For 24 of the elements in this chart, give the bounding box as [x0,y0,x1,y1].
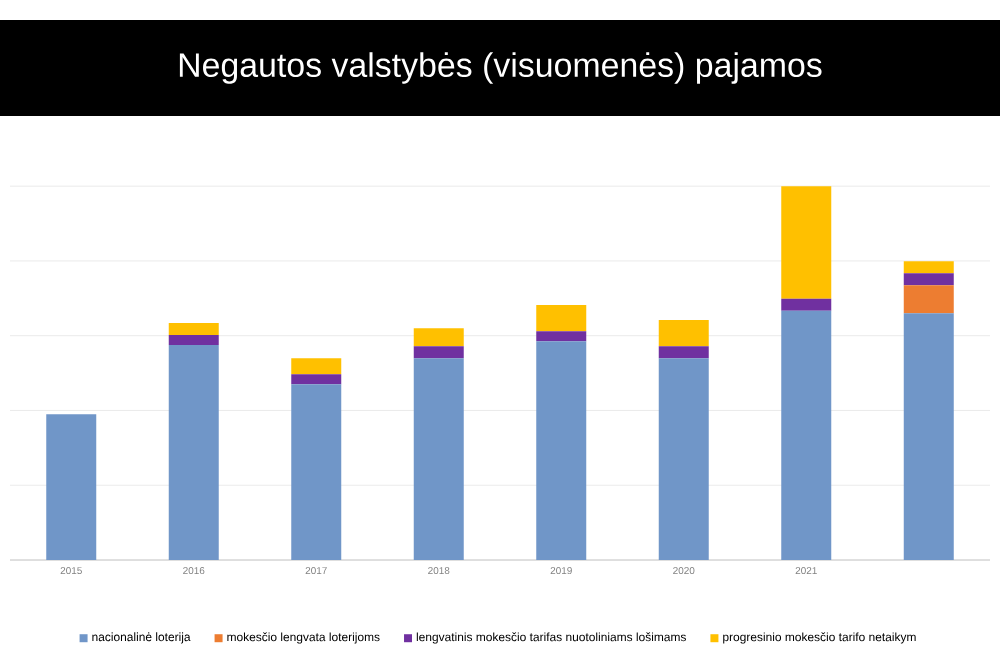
bar [413,328,464,347]
bar [168,345,219,560]
bar [291,384,342,560]
bar [46,414,97,560]
bar [903,273,954,286]
bar [658,320,709,347]
bar [291,374,342,385]
bar [168,322,219,335]
bar [536,305,587,332]
bar [413,358,464,560]
bar [168,334,219,346]
bar [536,341,587,560]
bar [781,186,832,299]
bar [781,310,832,560]
bar [658,346,709,359]
bar [658,358,709,560]
bar [903,261,954,274]
bar [291,358,342,375]
bar [413,346,464,359]
chart-title: Negautos valstybės (visuomenės) pajamos [179,52,822,84]
bar [903,313,954,560]
bar [903,285,954,314]
bar [781,298,832,311]
bar [536,331,587,342]
